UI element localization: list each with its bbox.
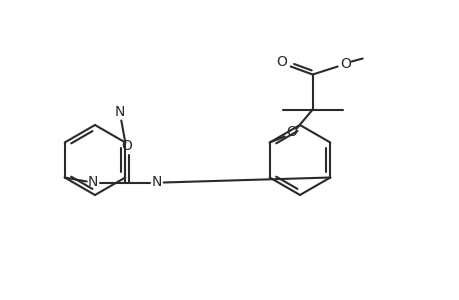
Text: O: O bbox=[340, 56, 350, 70]
Text: O: O bbox=[276, 55, 286, 68]
Text: N: N bbox=[87, 176, 98, 190]
Text: N: N bbox=[115, 106, 125, 119]
Text: N: N bbox=[151, 176, 162, 190]
Text: O: O bbox=[285, 124, 297, 139]
Text: O: O bbox=[121, 139, 132, 152]
